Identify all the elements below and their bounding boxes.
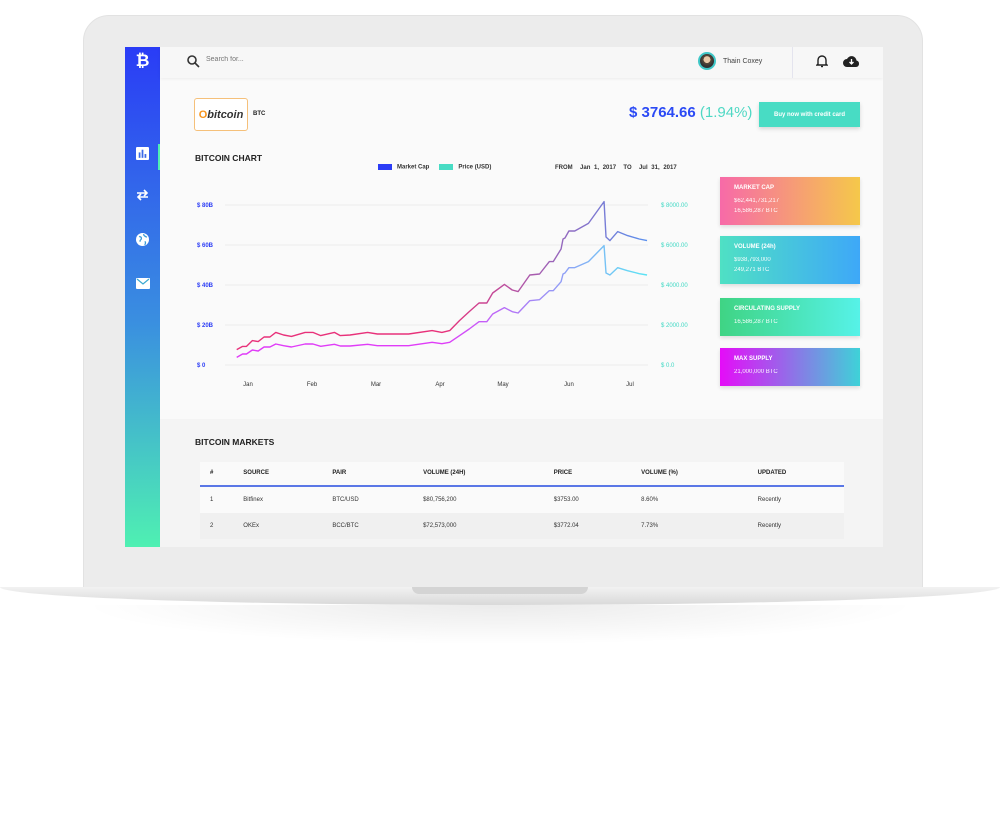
table-cell: 2 xyxy=(200,513,234,539)
y-right-tick: $ 0.0 xyxy=(661,363,675,369)
markets-title: BITCOIN MARKETS xyxy=(195,437,275,447)
table-cell: BTC/USD xyxy=(322,486,414,513)
card-title: CIRCULATING SUPPLY xyxy=(734,306,801,312)
laptop-base xyxy=(0,587,1000,605)
x-tick: Jun xyxy=(564,382,574,388)
y-left-tick: $ 60B xyxy=(197,243,214,249)
x-tick: Jul xyxy=(626,382,634,388)
table-cell: 1 xyxy=(200,486,234,513)
series-line-market-cap xyxy=(236,200,648,351)
card-value: $938,793,000 xyxy=(734,257,771,263)
header-divider xyxy=(792,47,793,78)
sidebar-item-mail[interactable] xyxy=(125,276,160,294)
sidebar-item-exchange[interactable] xyxy=(125,188,160,206)
cloud-download-icon[interactable] xyxy=(843,55,860,67)
card-value: 249,271 BTC xyxy=(734,267,770,273)
card-value: $62,441,731,217 xyxy=(734,198,780,204)
stat-card: MARKET CAP $62,441,731,217 16,586,287 BTC xyxy=(720,177,860,225)
stat-card: MAX SUPPLY 21,000,000 BTC xyxy=(720,348,860,386)
top-header: Thain Coxey xyxy=(160,47,883,78)
bitcoin-icon[interactable]: ₿ xyxy=(135,51,150,70)
markets-table: # SOURCE PAIR VOLUME (24H) PRICE VOLUME (%) UP… xyxy=(200,462,844,539)
column-header[interactable]: VOLUME (24H) xyxy=(413,462,544,487)
y-right-tick: $ 8000.00 xyxy=(661,203,688,209)
x-tick: May xyxy=(497,382,508,388)
price-change: (1.94%) xyxy=(699,104,753,121)
x-tick: Jan xyxy=(243,382,253,388)
search-icon[interactable] xyxy=(187,55,200,68)
globe-icon xyxy=(136,233,149,246)
chart-title: BITCOIN CHART xyxy=(195,153,263,163)
user-name: Thain Coxey xyxy=(723,57,763,65)
legend-market-cap[interactable]: Market Cap xyxy=(378,164,429,171)
stat-card: CIRCULATING SUPPLY 16,586,287 BTC xyxy=(720,298,860,336)
laptop-notch xyxy=(412,587,588,594)
date-range[interactable]: FROM Jan 1, 2017 TO Jul 31, 2017 xyxy=(555,165,677,171)
y-left-tick: $ 20B xyxy=(197,323,214,329)
column-header[interactable]: PAIR xyxy=(322,462,414,487)
card-title: VOLUME (24h) xyxy=(734,244,776,250)
table-cell: OKEx xyxy=(233,513,323,539)
y-left-tick: $ 80B xyxy=(197,203,214,209)
bell-icon[interactable] xyxy=(816,54,828,68)
table-cell: Recently xyxy=(747,513,844,539)
x-tick: Apr xyxy=(435,382,444,388)
table-cell: $80,756,200 xyxy=(413,486,544,513)
sidebar-item-globe[interactable] xyxy=(125,233,160,251)
markets-section: BITCOIN MARKETS # SOURCE PAIR VOLUME (24H) P… xyxy=(160,419,883,547)
user-menu[interactable]: Thain Coxey xyxy=(698,52,762,70)
x-tick: Feb xyxy=(307,382,318,388)
table-cell: $72,573,000 xyxy=(413,513,544,539)
series-line-price xyxy=(236,244,648,358)
y-right-tick: $ 2000.00 xyxy=(661,323,688,329)
sidebar: ₿ xyxy=(125,47,160,547)
table-row[interactable]: 2 OKEx BCC/BTC $72,573,000 $3772.04 7.73% Rece… xyxy=(200,513,844,539)
stat-card: VOLUME (24h) $938,793,000 249,271 BTC xyxy=(720,236,860,284)
table-cell: $3753.00 xyxy=(543,486,632,513)
active-indicator xyxy=(158,144,160,170)
card-title: MAX SUPPLY xyxy=(734,356,773,362)
coin-symbol: BTC xyxy=(253,111,266,117)
card-value: 21,000,000 BTC xyxy=(734,369,778,375)
y-left-tick: $ 40B xyxy=(197,283,214,289)
column-header[interactable]: UPDATED xyxy=(747,462,844,487)
y-right-tick: $ 6000.00 xyxy=(661,243,688,249)
avatar xyxy=(698,52,716,70)
table-cell: $3772.04 xyxy=(543,513,632,539)
y-right-tick: $ 4000.00 xyxy=(661,283,688,289)
exchange-arrows-icon xyxy=(136,189,149,201)
table-cell: 8.60% xyxy=(631,486,748,513)
table-cell: Recently xyxy=(747,486,844,513)
legend-price[interactable]: Price (USD) xyxy=(439,164,491,171)
y-left-tick: $ 0 xyxy=(197,363,206,369)
sidebar-item-chart[interactable] xyxy=(125,147,160,165)
column-header[interactable]: VOLUME (%) xyxy=(631,462,748,487)
table-cell: Bitfinex xyxy=(233,486,323,513)
table-cell: 7.73% xyxy=(631,513,748,539)
column-header[interactable]: PRICE xyxy=(543,462,632,487)
bar-chart-icon xyxy=(136,147,149,160)
search-input[interactable] xyxy=(206,56,406,63)
card-value: 16,586,287 BTC xyxy=(734,208,778,214)
table-cell: BCC/BTC xyxy=(322,513,414,539)
column-header[interactable]: SOURCE xyxy=(233,462,323,487)
card-title: MARKET CAP xyxy=(734,185,774,191)
bitcoin-chart: $ 0 $ 0.0 $ 20B $ 2000.00 $ 40B $ 4000.00 $ 60… xyxy=(197,200,688,388)
mail-icon xyxy=(135,278,150,289)
column-header[interactable]: # xyxy=(200,462,234,487)
buy-credit-card-button[interactable]: Buy now with credit card xyxy=(759,102,860,127)
card-value: 16,586,287 BTC xyxy=(734,319,778,325)
table-row[interactable]: 1 Bitfinex BTC/USD $80,756,200 $3753.00 8.60%… xyxy=(200,486,844,513)
coin-price: $ 3764.66 (1.94%) xyxy=(629,104,753,121)
x-tick: Mar xyxy=(371,382,381,388)
chart-legend: Market Cap Price (USD) xyxy=(378,164,491,171)
laptop-shadow xyxy=(80,605,920,645)
